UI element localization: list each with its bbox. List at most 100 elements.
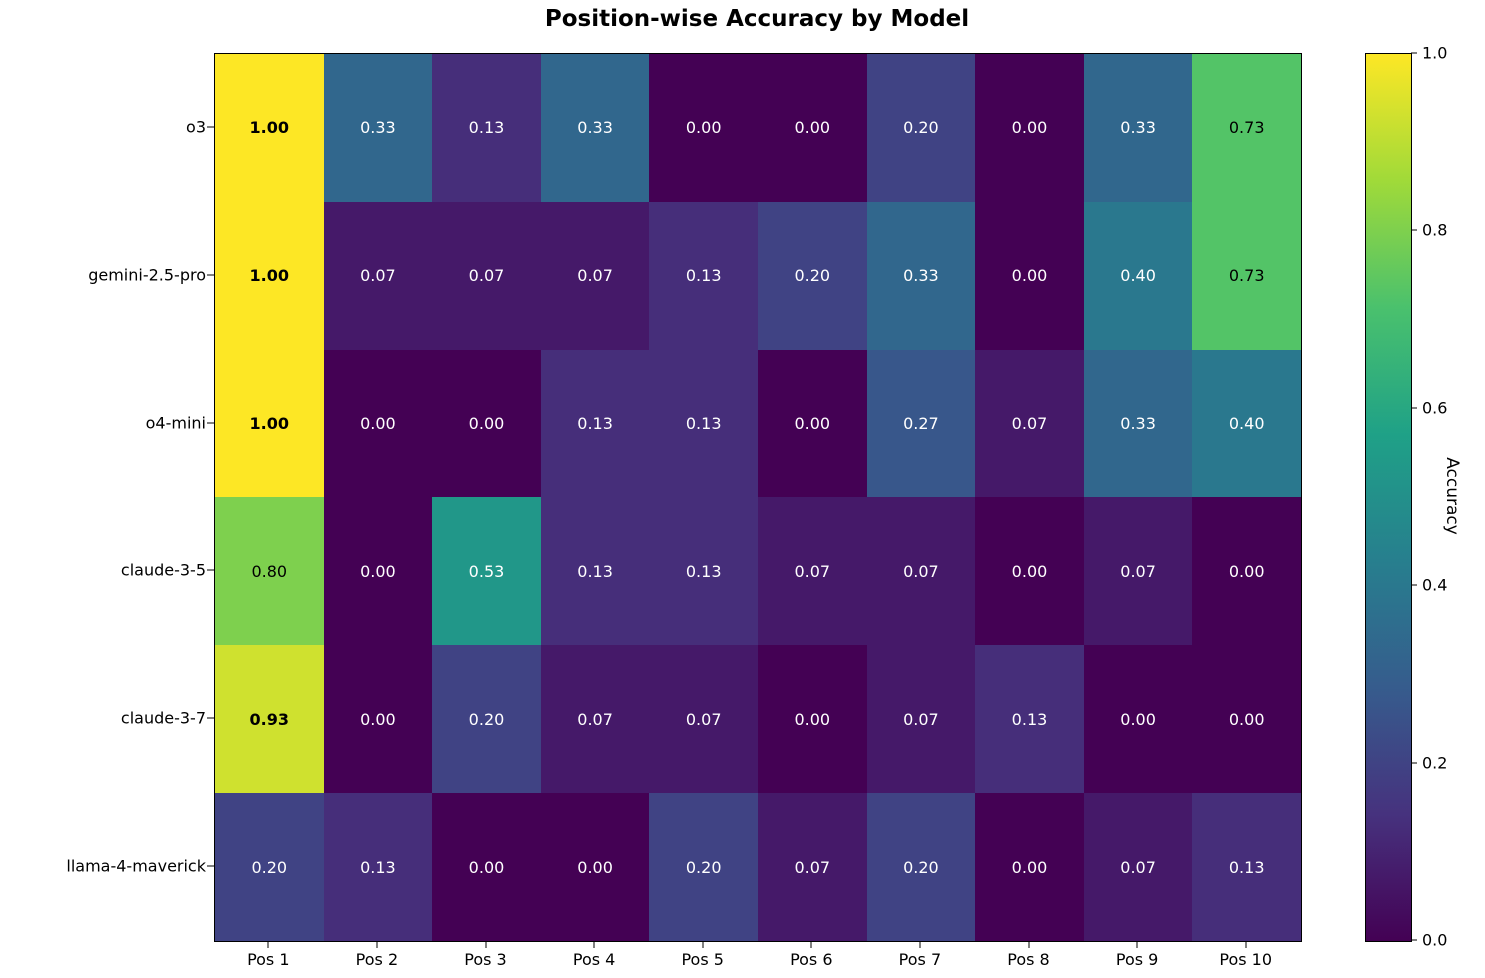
colorbar-tick-label: 0.0 [1422,930,1448,950]
heatmap-cell: 0.00 [975,201,1084,350]
heatmap-cell: 0.27 [866,349,976,498]
y-tick-label: o4-mini [145,413,206,433]
heatmap-cell: 0.00 [757,349,867,498]
heatmap-cell: 0.20 [215,793,324,941]
heatmap-cell: 0.20 [649,793,758,941]
heatmap-cell: 0.07 [649,645,758,794]
heatmap-cell: 0.00 [975,793,1084,941]
heatmap-cell: 0.07 [1083,793,1193,941]
x-tick-mark [919,941,921,948]
x-tick-label: Pos 1 [247,950,290,969]
heatmap-cell: 0.33 [323,54,433,202]
x-tick-mark [593,941,595,948]
colorbar [1365,53,1412,942]
heatmap-cell: 0.80 [215,497,324,646]
heatmap-cell: 0.13 [649,201,758,350]
y-tick-mark [207,717,214,719]
chart-title: Position-wise Accuracy by Model [544,6,970,32]
heatmap-cell: 0.73 [1192,201,1301,350]
x-tick-mark [485,941,486,948]
colorbar-tick-label: 0.4 [1422,575,1448,595]
heatmap-cell: 0.00 [649,54,758,202]
colorbar-axis-label: Accuracy [1442,457,1462,535]
heatmap-cell: 0.13 [540,497,650,646]
y-tick-mark [207,865,214,867]
heatmap-cell: 0.33 [540,54,650,202]
heatmap-cell: 0.00 [975,497,1084,646]
colorbar-tick-label: 0.2 [1422,753,1448,773]
heatmap-cell: 0.00 [975,54,1084,202]
colorbar-tick-mark [1411,229,1417,231]
heatmap-cell: 0.00 [432,793,541,941]
heatmap-cell: 0.00 [1192,645,1301,794]
heatmap-cell: 0.07 [1083,497,1193,646]
colorbar-tick-label: 0.6 [1422,398,1448,418]
x-tick-label: Pos 5 [681,950,724,969]
x-tick-label: Pos 3 [464,950,507,969]
y-tick-mark [207,274,214,276]
heatmap-cell: 0.00 [323,497,433,646]
x-tick-label: Pos 10 [1219,950,1273,969]
heatmap-cell: 0.33 [1083,349,1193,498]
heatmap-cell: 0.07 [757,793,867,941]
heatmap-cell: 0.00 [1192,497,1301,646]
x-tick-mark [1028,941,1029,948]
heatmap-cell: 0.07 [975,349,1084,498]
heatmap-cell: 0.07 [866,497,976,646]
heatmap-cell: 0.07 [540,201,650,350]
heatmap-cell: 0.53 [432,497,541,646]
heatmap-cell: 0.13 [540,349,650,498]
heatmap-cell: 0.40 [1083,201,1193,350]
colorbar-tick-mark [1411,407,1417,409]
x-tick-label: Pos 6 [790,950,833,969]
heatmap-cell: 0.20 [866,793,976,941]
x-tick-mark [1136,941,1138,948]
heatmap-cell: 0.13 [975,645,1084,794]
y-tick-label: llama-4-maverick [66,856,206,876]
y-tick-mark [207,126,214,128]
y-tick-mark [207,422,214,424]
x-tick-label: Pos 9 [1115,950,1159,969]
heatmap-cell: 0.07 [323,201,433,350]
heatmap-cell: 0.00 [757,645,867,794]
colorbar-tick-mark [1411,584,1417,586]
heatmap-cell: 0.07 [866,645,976,794]
heatmap-cell: 1.00 [215,349,324,498]
y-tick-label: gemini-2.5-pro [88,265,206,285]
x-tick-mark [376,941,378,948]
heatmap-cell: 0.07 [540,645,650,794]
x-tick-mark [1245,941,1247,948]
x-tick-mark [702,941,704,948]
heatmap-cell: 1.00 [215,54,324,202]
heatmap-cell: 0.00 [323,349,433,498]
heatmap-cell: 0.20 [757,201,867,350]
heatmap-cell: 0.00 [757,54,867,202]
heatmap-cell: 0.00 [540,793,650,941]
heatmap-cell: 0.13 [649,349,758,498]
x-tick-label: Pos 8 [1007,950,1050,969]
y-tick-label: o3 [186,117,206,137]
y-tick-mark [207,569,214,571]
heatmap-cell: 0.00 [432,349,541,498]
heatmap-cell: 0.00 [1083,645,1193,794]
heatmap-cell: 0.20 [432,645,541,794]
heatmap-cell: 0.13 [649,497,758,646]
heatmap-cell: 0.93 [215,645,324,794]
heatmap-cell: 0.13 [432,54,541,202]
x-tick-label: Pos 7 [898,950,942,969]
colorbar-tick-label: 1.0 [1422,43,1448,63]
heatmap-cell: 0.07 [432,201,541,350]
heatmap-cell: 0.13 [1192,793,1301,941]
heatmap-cell: 0.33 [866,201,976,350]
colorbar-tick-mark [1411,939,1417,941]
y-tick-label: claude-3-7 [120,708,206,728]
heatmap-grid: 1.00 0.33 0.13 0.33 0.00 0.00 0.20 0.00 0.33 0.73… [214,53,1302,942]
y-tick-label: claude-3-5 [120,560,206,580]
x-tick-mark [810,941,812,948]
heatmap-cell: 0.20 [866,54,976,202]
heatmap-cell: 0.07 [757,497,867,646]
x-tick-label: Pos 2 [355,950,399,969]
colorbar-tick-mark [1411,762,1417,764]
colorbar-tick-label: 0.8 [1422,220,1448,240]
